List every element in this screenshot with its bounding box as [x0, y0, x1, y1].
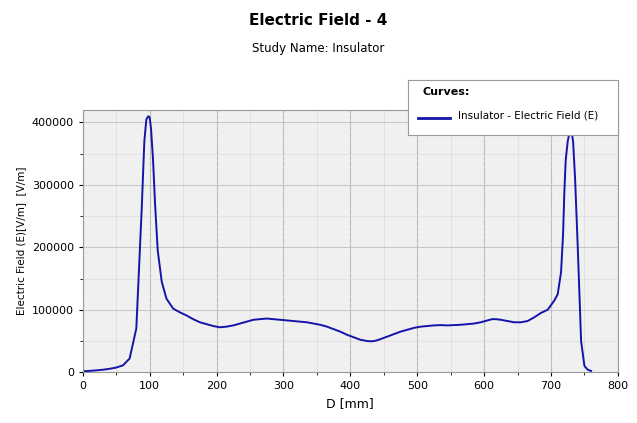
Text: Study Name: Insulator: Study Name: Insulator [252, 42, 385, 55]
Y-axis label: Electric Field (E)[V/m]  [V/m]: Electric Field (E)[V/m] [V/m] [16, 167, 26, 316]
Text: Electric Field - 4: Electric Field - 4 [249, 13, 388, 27]
X-axis label: D [mm]: D [mm] [327, 397, 374, 410]
Text: Curves:: Curves: [422, 87, 469, 97]
Text: Insulator - Electric Field (E): Insulator - Electric Field (E) [458, 110, 598, 121]
